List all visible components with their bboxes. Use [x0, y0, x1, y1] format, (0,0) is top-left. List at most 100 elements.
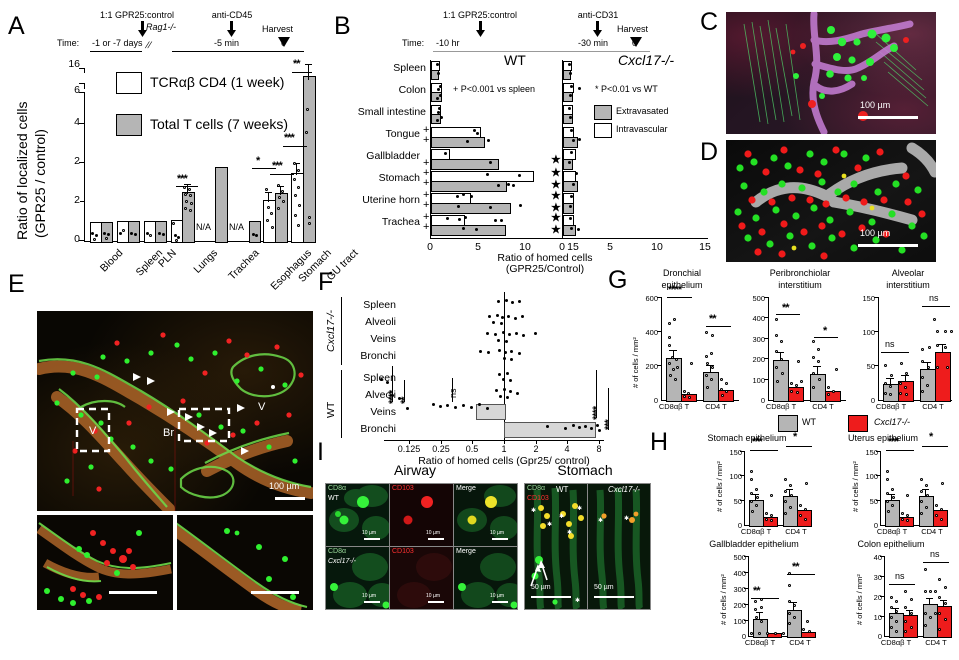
panelB-legend-swatch-intra: [594, 123, 612, 138]
panelB-star-stomach-1: ★: [551, 167, 561, 179]
panelA-ytick-8: 6: [74, 84, 80, 96]
panelA-errcap-gug: [305, 64, 312, 65]
panelA-sigline-stomach1: [252, 168, 276, 169]
panelA-sig-stomach2: ***: [272, 160, 283, 172]
panelD-scalebar-label: 100 µm: [860, 228, 891, 238]
panelB-timeline-topleft: 1:1 GPR25:control: [442, 10, 518, 20]
panelB-ko-uh-extrav: [563, 203, 574, 214]
panel-label-f: F: [318, 268, 334, 296]
panelB-cat-stomach: Stomach: [378, 172, 420, 184]
panelA-bar-spleen-gray: [128, 221, 140, 243]
panelF-cat-ko-veins: Veins: [370, 333, 396, 345]
panelI-tile1-scalebar-label: 10 µm: [362, 530, 376, 536]
panelA-bar-stomach-gray: [275, 193, 288, 243]
panelA-tick-0: [79, 240, 85, 241]
panelG2-xt-cd4: CD4 T: [812, 402, 834, 411]
panelG3-yt-50: 50: [866, 362, 875, 371]
panelG1-title-1: Dronchial: [662, 268, 702, 278]
svg-text:✱: ✱: [598, 517, 603, 524]
panelB-star-uh-1: ★: [551, 190, 561, 202]
panelI-stomach1-ch2: CD103: [527, 495, 549, 502]
panelF-ref-line: [504, 292, 505, 440]
panelH2-yt-50: 50: [869, 497, 878, 506]
panelB-plus-tongue-1: +: [423, 124, 430, 136]
panelE-scalebar-label: 100 µm: [269, 481, 300, 491]
panelA-err-guw: [296, 163, 297, 175]
panelG1-sig-cd4: **: [709, 313, 717, 325]
panelA-ytick-6: 4: [74, 116, 80, 128]
panelB-wt-xt15: 15: [567, 241, 579, 253]
panelB-wt-tongue-extrav: [431, 137, 485, 148]
panelI-tile4-ch1: CD8α: [328, 548, 347, 555]
panelF-sigline-left1: [392, 366, 393, 402]
panelB-xlabel-1: Ratio of homed cells: [497, 252, 593, 264]
panelF-xt-05: 0.5: [465, 444, 479, 454]
panelH1-sig-cd4: *: [793, 431, 797, 443]
panelH3-yt-400: 400: [733, 569, 746, 578]
panelG1-xt-cd4: CD4 T: [705, 402, 727, 411]
panelF-xt-2: 2: [533, 444, 539, 454]
panelG2-yt-300: 300: [752, 335, 765, 344]
panel-label-d: D: [700, 138, 719, 166]
panelI-tile-ko-cd103: CD103 10 µm: [389, 546, 454, 610]
panelG3-xt-cd4: CD4 T: [922, 402, 944, 411]
panelG3-bar-ko-cd8: [898, 381, 914, 402]
panelH3-xt-cd8: CD8αβ T: [744, 638, 776, 647]
panelG3-ns-cd4: ns: [929, 293, 939, 303]
panelA-sigline-gu1: [283, 146, 307, 147]
panelH2-yaxis: [880, 451, 881, 525]
panelC-micrograph: 100 µm: [726, 12, 936, 134]
panelH3-yt-200: 200: [733, 601, 746, 610]
panelB-star-trachea-2: ★: [551, 224, 561, 236]
panelH3-bar-wt-cd8: [753, 619, 768, 638]
panelA-bar-gu-gray: [303, 76, 316, 243]
panelH3-yt-500: 500: [733, 553, 746, 562]
panelE-annot-v1: V: [89, 425, 97, 437]
panelF-ns-line: [452, 378, 453, 402]
panelG3-xaxis: [878, 400, 952, 401]
panelG2-xt-cd8: CD8αβ T: [765, 402, 797, 411]
panelB-ko-xt10: 10: [651, 241, 663, 253]
panelA-tick-8: [79, 92, 85, 93]
panelF-sig-2: ****: [591, 406, 603, 420]
panelI-tile4-scalebar-label: 10 µm: [362, 593, 376, 599]
panelA-xtick-trachea: Trachea: [226, 247, 262, 283]
panelI-tile5-scalebar: [428, 601, 444, 603]
panelH1-title: Stomach epithelium: [707, 433, 787, 443]
panelA-err-stomachw: [268, 192, 269, 202]
panelA-sig-lungs: ***: [177, 173, 188, 185]
panelB-legend-label-intra: Intravascular: [616, 124, 668, 134]
panelA-legend-swatch-white: [116, 72, 142, 94]
panelG2-sig-cd4: *: [823, 325, 827, 337]
panelH1-yaxis: [744, 451, 745, 525]
panelG2-yaxis: [768, 297, 769, 400]
panelA-timeline-topright: anti-CD45: [211, 10, 253, 20]
panelA-time-label: Time:: [57, 38, 80, 48]
panelG2-sig-cd8: **: [782, 302, 790, 314]
svg-text:✱: ✱: [575, 597, 580, 604]
panelI-stomach2-geno: Cxcl17-/-: [608, 485, 641, 494]
panelI-stomach2-scalebar: [594, 596, 634, 598]
panelB-cat-colon: Colon: [398, 84, 426, 96]
panelI-tile-stomach-ko: ✱ ✱ Cxcl17-/- 50 µm: [587, 483, 651, 610]
panelH2-bar-wt-cd8: [885, 500, 900, 527]
panelA-ytick-16: 16: [68, 58, 80, 70]
panelA-timeline-rule2: [172, 51, 304, 52]
panelB-ko-xt15: 15: [699, 241, 711, 253]
panelA-t2: -5 min: [214, 38, 240, 48]
panelA-axis-break-top: [84, 68, 85, 73]
panelI-tile2-scalebar-label: 10 µm: [426, 530, 440, 536]
panelA-yaxis: [84, 93, 85, 242]
panelF-group-ko: Cxcl17-/-: [325, 309, 337, 352]
panelB-ko-spleen-extrav: [563, 70, 571, 80]
panelB-wt-stomach-extrav: [431, 181, 507, 192]
panel-label-h: H: [650, 428, 669, 456]
panelF-sig-1: ****: [387, 390, 399, 404]
panelH3-sig-cd4: **: [792, 561, 800, 573]
panelB-xlabel-2: (GPR25/Control): [505, 263, 585, 275]
panelF-sigline-right2: [608, 388, 609, 430]
panelB-ko-stomach-extrav: [563, 181, 578, 192]
panelH1-bar-wt-cd8: [749, 500, 764, 527]
panelB-ko-yaxis: [562, 60, 563, 238]
